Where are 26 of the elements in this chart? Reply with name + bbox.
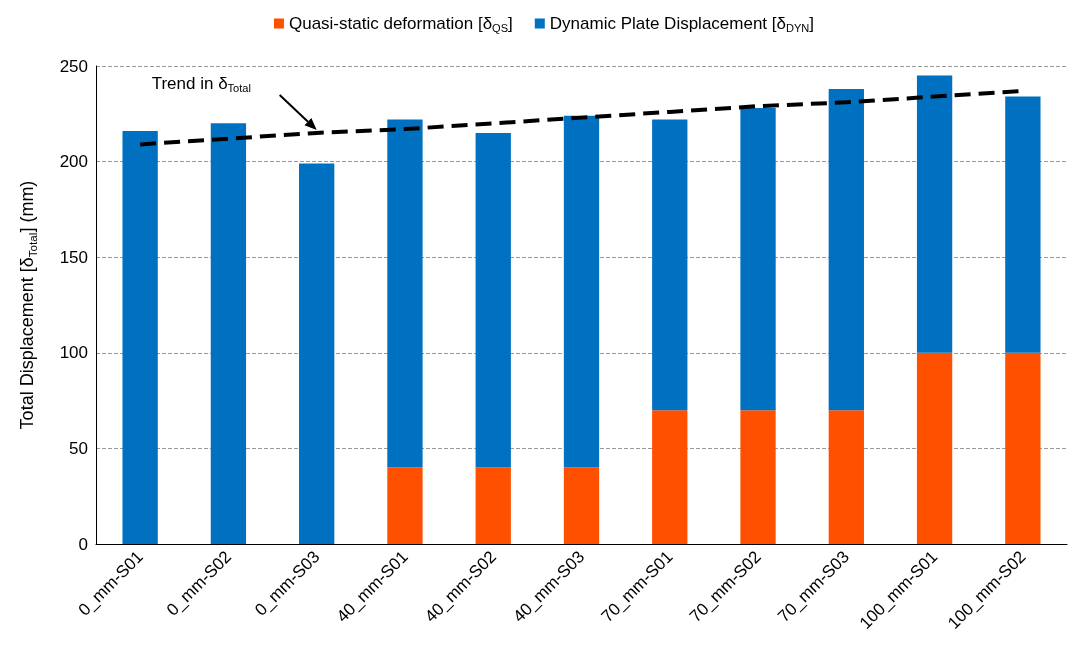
bar bbox=[740, 410, 776, 544]
y-tick-label: 200 bbox=[59, 152, 88, 172]
bar bbox=[1005, 352, 1041, 544]
bar bbox=[1005, 96, 1041, 353]
bar bbox=[475, 467, 511, 544]
bar bbox=[387, 467, 423, 544]
bar bbox=[740, 108, 776, 411]
bar bbox=[828, 88, 864, 411]
bar bbox=[299, 163, 335, 544]
bar bbox=[475, 132, 511, 468]
bar bbox=[652, 119, 688, 411]
bar bbox=[210, 123, 247, 544]
y-tick-label: 50 bbox=[69, 438, 88, 458]
bar bbox=[563, 467, 600, 544]
bar bbox=[916, 352, 953, 544]
bar bbox=[387, 119, 423, 468]
y-tick-label: 250 bbox=[59, 56, 88, 76]
y-axis-title: Total Displacement [δTotal] (mm) bbox=[17, 180, 39, 430]
y-tick-label: 150 bbox=[59, 247, 88, 267]
bar bbox=[916, 75, 953, 353]
y-tick-label: 0 bbox=[78, 534, 88, 554]
bar bbox=[652, 410, 688, 544]
bar bbox=[828, 410, 864, 544]
bar bbox=[122, 131, 158, 544]
bar bbox=[563, 115, 600, 468]
y-tick-label: 100 bbox=[59, 343, 88, 363]
